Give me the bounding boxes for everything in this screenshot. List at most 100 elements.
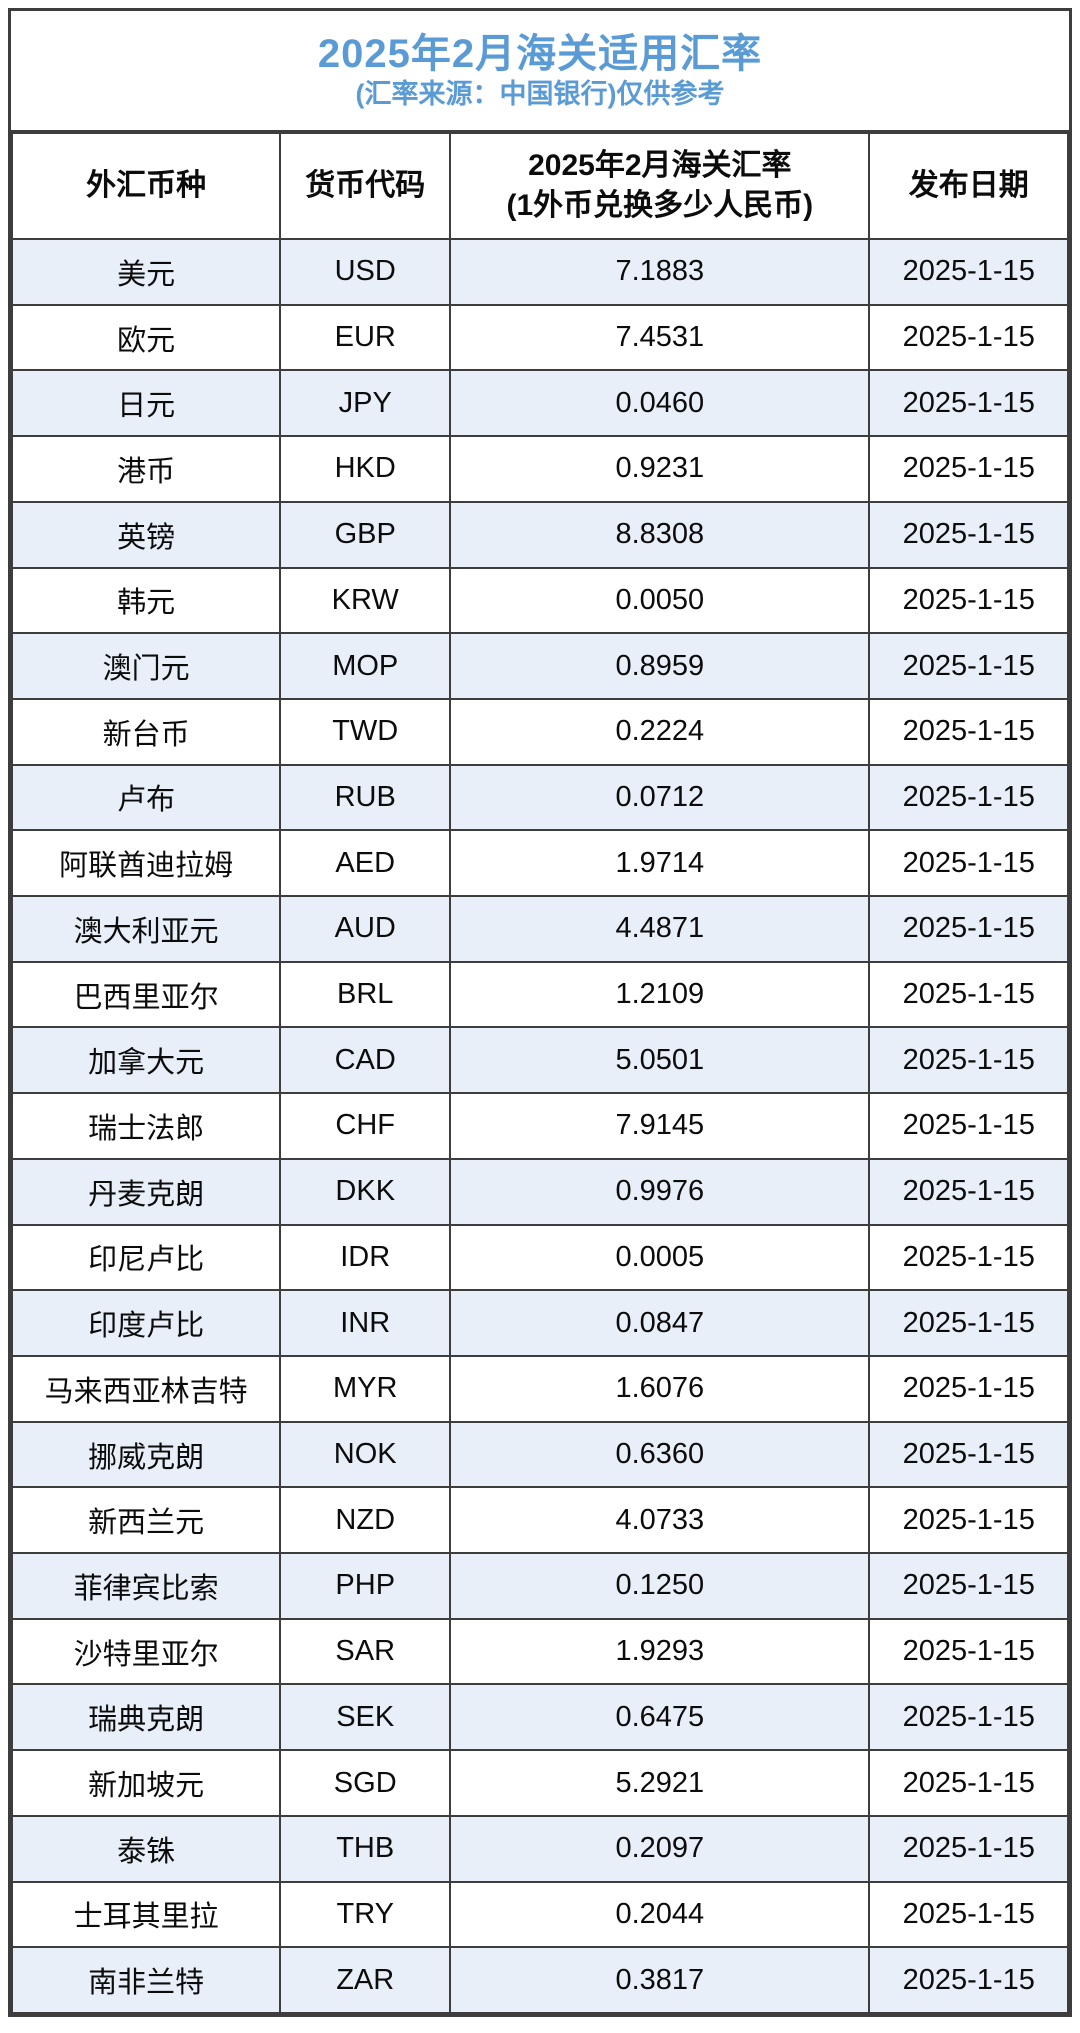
currency-name-cell: 美元 <box>10 238 282 306</box>
publish-date-cell: 2025-1-15 <box>868 1092 1069 1160</box>
exchange-rate-cell: 0.2097 <box>449 1814 871 1883</box>
publish-date-cell: 2025-1-15 <box>868 1880 1069 1949</box>
currency-name-cell: 欧元 <box>10 303 282 372</box>
page-subtitle: (汇率来源：中国银行)仅供参考 <box>355 78 725 109</box>
exchange-rate-cell: 0.3817 <box>449 1946 871 2014</box>
table-row: 新加坡元 SGD 5.2921 2025-1-15 <box>10 1749 1069 1817</box>
currency-name-cell: 阿联酋迪拉姆 <box>10 829 282 898</box>
publish-date-cell: 2025-1-15 <box>868 895 1069 963</box>
exchange-rate-cell: 4.0733 <box>449 1486 871 1555</box>
exchange-rate-cell: 0.0712 <box>449 763 871 832</box>
currency-name-cell: 新加坡元 <box>10 1749 282 1817</box>
exchange-rate-cell: 0.8959 <box>449 632 871 700</box>
currency-name-cell: 泰铢 <box>10 1814 282 1883</box>
currency-name-cell: 新台币 <box>10 697 282 766</box>
currency-code-cell: RUB <box>279 763 452 832</box>
exchange-rate-cell: 8.8308 <box>449 500 871 569</box>
publish-date-cell: 2025-1-15 <box>868 1354 1069 1423</box>
currency-code-cell: GBP <box>279 500 452 569</box>
publish-date-cell: 2025-1-15 <box>868 1157 1069 1226</box>
currency-code-cell: MYR <box>279 1354 452 1423</box>
table-row: 澳门元 MOP 0.8959 2025-1-15 <box>10 632 1069 700</box>
exchange-rate-cell: 0.2044 <box>449 1880 871 1949</box>
col-header-currency-code: 货币代码 <box>279 132 452 240</box>
exchange-rate-cell: 4.4871 <box>449 895 871 963</box>
publish-date-cell: 2025-1-15 <box>868 435 1069 503</box>
table-row: 日元 JPY 0.0460 2025-1-15 <box>10 369 1069 438</box>
currency-code-cell: TWD <box>279 697 452 766</box>
currency-name-cell: 马来西亚林吉特 <box>10 1354 282 1423</box>
currency-code-cell: SEK <box>279 1683 452 1752</box>
currency-code-cell: NZD <box>279 1486 452 1555</box>
exchange-rate-cell: 1.6076 <box>449 1354 871 1423</box>
table-row: 卢布 RUB 0.0712 2025-1-15 <box>10 763 1069 832</box>
exchange-rate-cell: 0.6475 <box>449 1683 871 1752</box>
exchange-rate-cell: 0.1250 <box>449 1552 871 1620</box>
currency-code-cell: THB <box>279 1814 452 1883</box>
currency-name-cell: 日元 <box>10 369 282 438</box>
currency-code-cell: USD <box>279 238 452 306</box>
publish-date-cell: 2025-1-15 <box>868 1946 1069 2014</box>
currency-code-cell: TRY <box>279 1880 452 1949</box>
exchange-rate-cell: 1.9293 <box>449 1617 871 1686</box>
currency-code-cell: NOK <box>279 1420 452 1489</box>
table-row: 阿联酋迪拉姆 AED 1.9714 2025-1-15 <box>10 829 1069 898</box>
table-body: 美元 USD 7.1883 2025-1-15 欧元 EUR 7.4531 20… <box>10 238 1069 2014</box>
table-row: 南非兰特 ZAR 0.3817 2025-1-15 <box>10 1946 1069 2014</box>
exchange-rate-cell: 7.1883 <box>449 238 871 306</box>
exchange-rate-cell: 0.9231 <box>449 435 871 503</box>
currency-code-cell: KRW <box>279 566 452 635</box>
currency-code-cell: IDR <box>279 1223 452 1292</box>
currency-name-cell: 南非兰特 <box>10 1946 282 2014</box>
currency-name-cell: 加拿大元 <box>10 1026 282 1095</box>
currency-name-cell: 瑞典克朗 <box>10 1683 282 1752</box>
exchange-rate-cell: 0.0460 <box>449 369 871 438</box>
table-row: 美元 USD 7.1883 2025-1-15 <box>10 238 1069 306</box>
publish-date-cell: 2025-1-15 <box>868 632 1069 700</box>
currency-code-cell: DKK <box>279 1157 452 1226</box>
publish-date-cell: 2025-1-15 <box>868 1814 1069 1883</box>
table-row: 瑞典克朗 SEK 0.6475 2025-1-15 <box>10 1683 1069 1752</box>
currency-code-cell: AUD <box>279 895 452 963</box>
table-row: 马来西亚林吉特 MYR 1.6076 2025-1-15 <box>10 1354 1069 1423</box>
currency-code-cell: JPY <box>279 369 452 438</box>
rate-header-line1: 2025年2月海关汇率 <box>528 148 792 182</box>
currency-name-cell: 丹麦克朗 <box>10 1157 282 1226</box>
exchange-rate-cell: 0.6360 <box>449 1420 871 1489</box>
currency-code-cell: SGD <box>279 1749 452 1817</box>
exchange-rate-table: 外汇币种 货币代码 2025年2月海关汇率 (1外币兑换多少人民币) 发布日期 … <box>10 132 1069 2014</box>
currency-name-cell: 士耳其里拉 <box>10 1880 282 1949</box>
table-row: 丹麦克朗 DKK 0.9976 2025-1-15 <box>10 1157 1069 1226</box>
currency-name-cell: 新西兰元 <box>10 1486 282 1555</box>
currency-name-cell: 挪威克朗 <box>10 1420 282 1489</box>
table-row: 新台币 TWD 0.2224 2025-1-15 <box>10 697 1069 766</box>
exchange-rate-cell: 0.0050 <box>449 566 871 635</box>
page-title: 2025年2月海关适用汇率 <box>317 31 763 76</box>
publish-date-cell: 2025-1-15 <box>868 1289 1069 1357</box>
currency-code-cell: AED <box>279 829 452 898</box>
exchange-rate-cell: 5.0501 <box>449 1026 871 1095</box>
publish-date-cell: 2025-1-15 <box>868 566 1069 635</box>
exchange-rate-cell: 1.2109 <box>449 960 871 1029</box>
publish-date-cell: 2025-1-15 <box>868 1683 1069 1752</box>
table-row: 菲律宾比索 PHP 0.1250 2025-1-15 <box>10 1552 1069 1620</box>
currency-name-cell: 印度卢比 <box>10 1289 282 1357</box>
publish-date-cell: 2025-1-15 <box>868 1486 1069 1555</box>
currency-name-cell: 澳大利亚元 <box>10 895 282 963</box>
table-row: 印度卢比 INR 0.0847 2025-1-15 <box>10 1289 1069 1357</box>
exchange-rate-cell: 0.0005 <box>449 1223 871 1292</box>
currency-code-cell: CHF <box>279 1092 452 1160</box>
col-header-currency-name: 外汇币种 <box>10 132 282 240</box>
table-row: 瑞士法郎 CHF 7.9145 2025-1-15 <box>10 1092 1069 1160</box>
publish-date-cell: 2025-1-15 <box>868 369 1069 438</box>
currency-code-cell: BRL <box>279 960 452 1029</box>
currency-code-cell: CAD <box>279 1026 452 1095</box>
table-row: 泰铢 THB 0.2097 2025-1-15 <box>10 1814 1069 1883</box>
currency-name-cell: 卢布 <box>10 763 282 832</box>
exchange-rate-cell: 7.4531 <box>449 303 871 372</box>
table-row: 沙特里亚尔 SAR 1.9293 2025-1-15 <box>10 1617 1069 1686</box>
table-row: 澳大利亚元 AUD 4.4871 2025-1-15 <box>10 895 1069 963</box>
col-header-rate: 2025年2月海关汇率 (1外币兑换多少人民币) <box>449 132 871 240</box>
table-header-row: 外汇币种 货币代码 2025年2月海关汇率 (1外币兑换多少人民币) 发布日期 <box>10 132 1069 240</box>
publish-date-cell: 2025-1-15 <box>868 1223 1069 1292</box>
